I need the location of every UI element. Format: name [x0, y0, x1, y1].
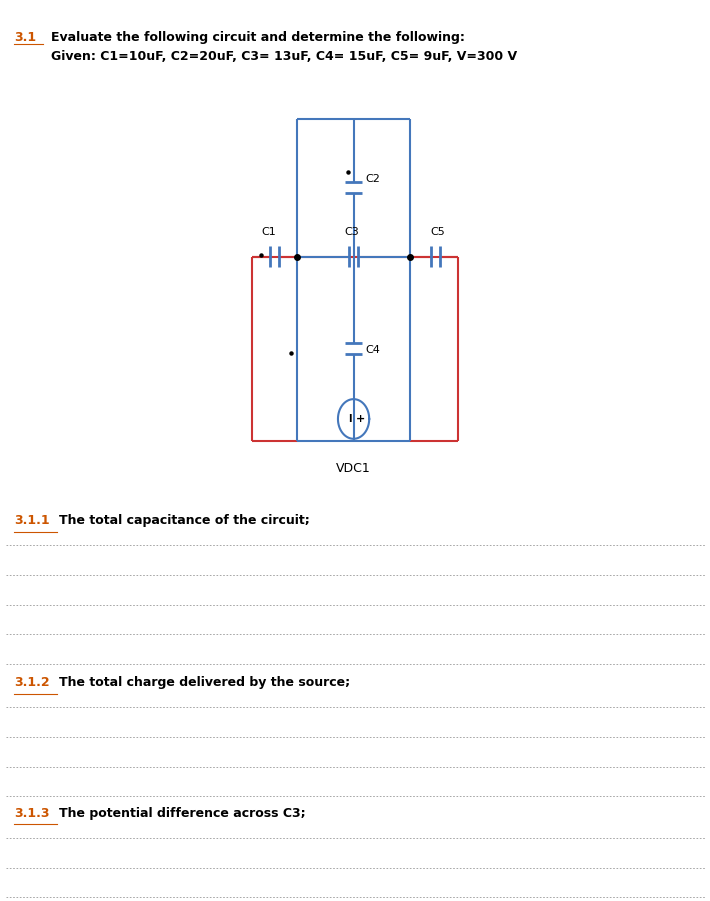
Text: Evaluate the following circuit and determine the following:: Evaluate the following circuit and deter… [51, 31, 465, 43]
Text: The potential difference across C3;: The potential difference across C3; [59, 807, 305, 820]
Text: Given: C1=10uF, C2=20uF, C3= 13uF, C4= 15uF, C5= 9uF, V=300 V: Given: C1=10uF, C2=20uF, C3= 13uF, C4= 1… [51, 50, 518, 63]
Text: The total charge delivered by the source;: The total charge delivered by the source… [59, 677, 350, 689]
Text: The total capacitance of the circuit;: The total capacitance of the circuit; [59, 514, 310, 527]
Text: I: I [349, 414, 351, 424]
Text: 3.1.3: 3.1.3 [14, 807, 50, 820]
Text: +: + [356, 414, 366, 424]
Text: VDC1: VDC1 [337, 462, 371, 475]
Text: C1: C1 [262, 227, 276, 237]
Text: 3.1: 3.1 [14, 31, 36, 43]
Text: C5: C5 [431, 227, 445, 237]
Text: C3: C3 [344, 227, 359, 237]
Text: C4: C4 [365, 345, 380, 356]
Text: C2: C2 [365, 174, 380, 184]
Text: 3.1.1: 3.1.1 [14, 514, 50, 527]
Text: 3.1.2: 3.1.2 [14, 677, 50, 689]
